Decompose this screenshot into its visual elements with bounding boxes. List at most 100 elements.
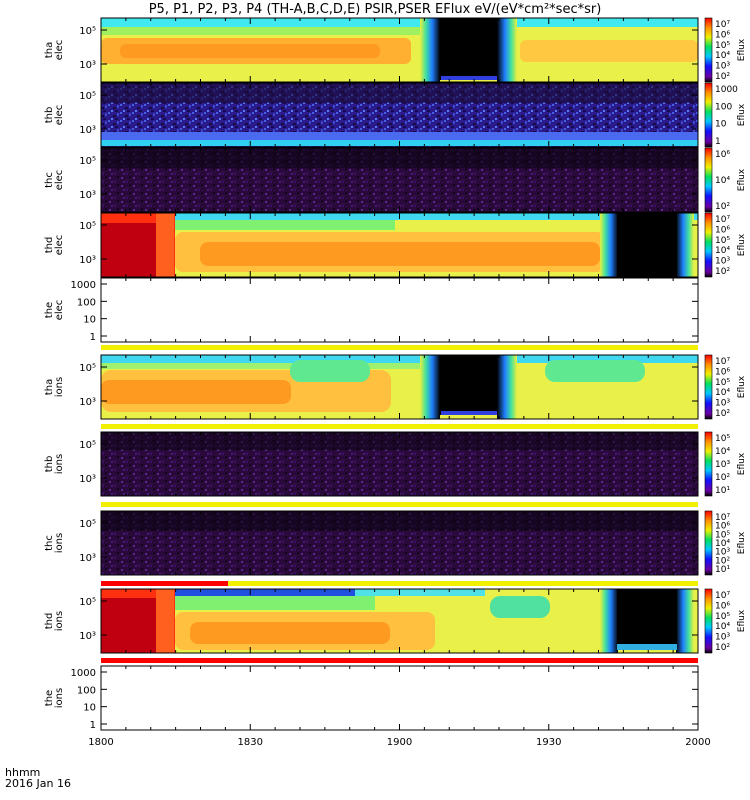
y-tick-label: 10³	[79, 474, 96, 485]
colorbar-tick-label: 10⁷	[715, 215, 730, 225]
colorbar-tick-label: 10²	[715, 267, 730, 277]
colorbar-tick-label: 10³	[715, 399, 730, 409]
quality-bar-thc-ions	[228, 581, 698, 586]
colorbar-label: Eflux	[737, 233, 747, 256]
colorbar-tick-label: 10²	[715, 643, 730, 653]
colorbar	[704, 431, 713, 497]
colorbars: 10⁷10⁶10⁵10⁴10³10²Eflux1000100101Eflux10…	[704, 17, 747, 654]
panel-label-probe: thd	[44, 237, 55, 254]
x-tick-label: 2000	[685, 737, 710, 748]
panel-label-species: ions	[54, 533, 65, 553]
y-tick-label: 10⁵	[79, 597, 96, 608]
y-tick-label: 100	[77, 685, 96, 696]
panel-label-probe: tha	[44, 379, 55, 395]
panel-tha-elec	[100, 17, 699, 83]
panel-thb-ions	[100, 431, 699, 497]
colorbar-tick-label: 10⁶	[715, 150, 730, 160]
y-tick-label: 10⁵	[79, 156, 96, 167]
panel-label-species: ions	[54, 688, 65, 708]
colorbar-label: Eflux	[737, 609, 747, 632]
colorbar-label: Eflux	[737, 375, 747, 398]
colorbar-tick-label: 10⁶	[715, 225, 730, 235]
colorbar-tick-label: 10⁶	[715, 601, 730, 611]
x-tick-label: 1930	[536, 737, 561, 748]
x-tick-label: 1800	[88, 737, 113, 748]
colorbar-tick-label: 10¹	[715, 486, 730, 496]
quality-bar-thd-ions	[101, 658, 698, 663]
colorbar-tick-label: 1000	[715, 85, 738, 95]
panel-label-species: elec	[54, 170, 65, 191]
colorbar-tick-label: 10⁷	[715, 591, 730, 601]
panel-label-species: elec	[54, 300, 65, 321]
panel-label-probe: thc	[44, 172, 55, 188]
colorbar-tick-label: 10²	[715, 72, 730, 82]
panel-thd-ions	[100, 588, 699, 654]
colorbar-tick-label: 10⁴	[715, 622, 730, 632]
y-tick-label: 10³	[79, 125, 96, 136]
colorbar-tick-label: 10⁴	[715, 246, 730, 256]
x-tick-label: 1900	[387, 737, 412, 748]
panel-label-species: ions	[54, 377, 65, 397]
colorbar-label: Eflux	[737, 103, 747, 126]
colorbar-tick-label: 10³	[715, 460, 730, 470]
colorbar-tick-label: 10⁷	[715, 357, 730, 367]
colorbar-tick-label: 10⁵	[715, 434, 730, 444]
panel-thc-elec	[100, 147, 699, 213]
x-axis: 1800 1830 1900 1930 2000	[88, 18, 711, 748]
colorbar-label: Eflux	[737, 168, 747, 191]
x-tick-label: 1830	[238, 737, 263, 748]
panel-thc-ions	[100, 510, 699, 576]
colorbar-label: Eflux	[737, 531, 747, 554]
y-tick-label: 10³	[79, 190, 96, 201]
colorbar	[704, 82, 713, 148]
colorbar-tick-label: 10⁷	[715, 513, 730, 523]
panel-label-species: ions	[54, 611, 65, 631]
colorbar-tick-label: 10³	[715, 548, 730, 558]
colorbar-tick-label: 10	[715, 120, 727, 130]
panel-label-probe: thb	[44, 107, 55, 124]
y-tick-label: 100	[77, 297, 96, 308]
y-tick-label: 10⁵	[79, 26, 96, 37]
y-tick-label: 10	[83, 315, 96, 326]
colorbar-tick-label: 10⁵	[715, 612, 730, 622]
colorbar	[704, 212, 713, 278]
colorbar-tick-label: 10²	[715, 556, 730, 566]
y-tick-label: 10	[83, 703, 96, 714]
colorbar	[704, 510, 713, 576]
colorbar-tick-label: 10⁴	[715, 388, 730, 398]
colorbar-tick-label: 10⁵	[715, 236, 730, 246]
y-tick-label: 10³	[79, 60, 96, 71]
y-tick-label: 10³	[79, 553, 96, 564]
y-tick-label: 10⁵	[79, 91, 96, 102]
panel-label-probe: thb	[44, 456, 55, 473]
y-tick-label: 1	[90, 720, 96, 731]
colorbar-tick-label: 10⁵	[715, 530, 730, 540]
colorbar	[704, 588, 713, 654]
colorbar	[704, 147, 713, 213]
colorbar-tick-label: 10³	[715, 633, 730, 643]
colorbar-tick-label: 10⁷	[715, 20, 730, 30]
panel-the-elec	[100, 277, 699, 343]
panel-label-species: elec	[54, 235, 65, 256]
panel-thb-elec	[100, 82, 699, 148]
colorbar-tick-label: 10⁵	[715, 41, 730, 51]
colorbar-label: Eflux	[737, 38, 747, 61]
y-tick-label: 10³	[79, 631, 96, 642]
colorbar-tick-label: 10⁴	[715, 539, 730, 549]
y-tick-label: 10⁵	[79, 519, 96, 530]
colorbar-tick-label: 10³	[715, 62, 730, 72]
panel-label-species: elec	[54, 105, 65, 126]
y-tick-label: 1	[90, 332, 96, 343]
colorbar-tick-label: 10⁶	[715, 30, 730, 40]
y-tick-label: 10⁵	[79, 440, 96, 451]
colorbar-tick-label: 10⁴	[715, 447, 730, 457]
panel-label-species: elec	[54, 40, 65, 61]
colorbar-tick-label: 1	[715, 137, 721, 147]
colorbar	[704, 354, 713, 420]
panel-thd-elec	[100, 212, 699, 278]
colorbar	[704, 17, 713, 83]
colorbar-tick-label: 100	[715, 102, 732, 112]
colorbar-tick-label: 10⁶	[715, 367, 730, 377]
